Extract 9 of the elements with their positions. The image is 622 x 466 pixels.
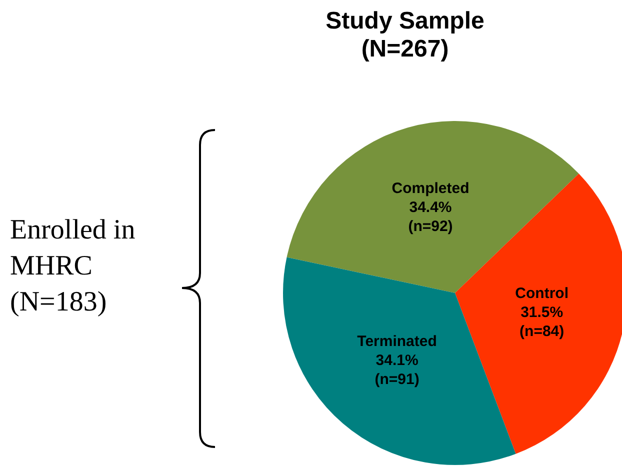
slice-label: Control — [515, 285, 568, 302]
text: Enrolled in MHRC (N=183) — [10, 214, 136, 318]
data-label: 31.5% (n=84) — [520, 304, 564, 340]
chart-subtitle: (N=267) — [361, 36, 449, 62]
data-label: 34.1% (n=91) — [374, 352, 420, 388]
data-label: 34.4% (n=92) — [408, 198, 453, 235]
chart-title: Study Sample — [326, 8, 484, 34]
slice-label: Terminated — [357, 333, 437, 350]
slice-label: Completed — [392, 180, 470, 197]
